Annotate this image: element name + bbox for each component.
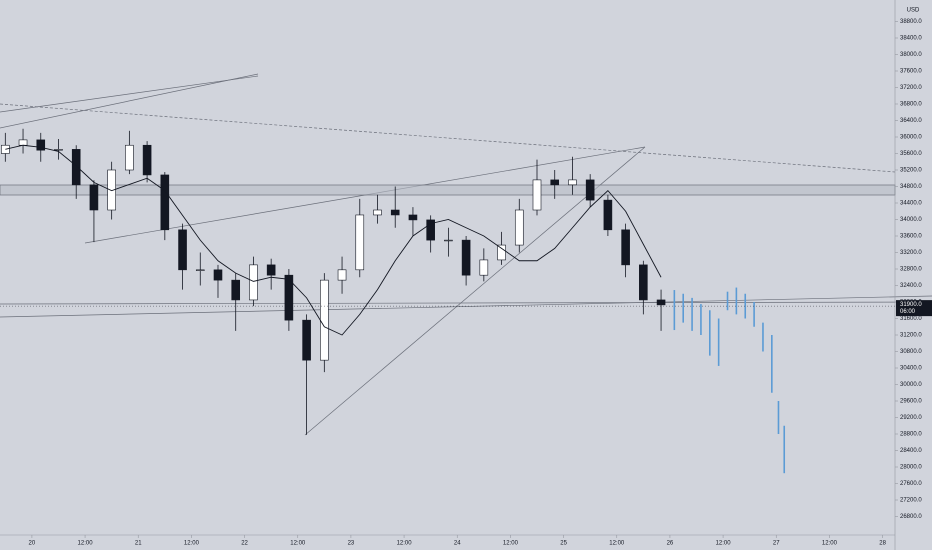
y-tick-label: 35600.0 (900, 151, 922, 157)
candle-body (373, 209, 382, 216)
candle-body (213, 269, 223, 281)
y-tick-label: 31600.0 (900, 316, 922, 322)
y-tick-label: 34000.0 (900, 217, 922, 223)
y-tick-label: 30000.0 (900, 382, 922, 388)
y-tick-label: 36000.0 (900, 135, 922, 141)
candle-body (54, 149, 63, 151)
candle-body (426, 219, 435, 241)
candle-body (461, 239, 471, 276)
moving-average (5, 144, 662, 336)
x-tick-label: 26 (667, 541, 674, 547)
x-tick-label: 24 (454, 541, 461, 547)
y-tick-label: 38800.0 (900, 19, 922, 25)
x-tick-label: 12:00 (184, 541, 200, 547)
candle-body (497, 244, 506, 261)
y-tick-label: 27600.0 (900, 481, 922, 487)
y-tick-label: 38400.0 (900, 36, 922, 42)
x-tick-label: 12:00 (78, 541, 94, 547)
y-tick-label: 30800.0 (900, 349, 922, 355)
candle-body (231, 279, 241, 301)
candle-body (249, 264, 258, 301)
candle-body (390, 209, 400, 216)
y-tick-label: 32400.0 (900, 283, 922, 289)
x-tick-label: 20 (29, 541, 36, 547)
y-tick-label: 29600.0 (900, 399, 922, 405)
candle-body (408, 214, 418, 221)
candle-body (160, 174, 170, 231)
countdown: 06:00 (900, 309, 916, 315)
x-tick-label: 12:00 (822, 541, 838, 547)
candle-body (1, 144, 10, 154)
last-price-label: 31900.0 (900, 302, 922, 308)
y-tick-label: 37200.0 (900, 85, 922, 91)
y-tick-label: 36400.0 (900, 118, 922, 124)
drawings (0, 73, 932, 436)
x-tick-label: 21 (135, 541, 142, 547)
y-tick-label: 30400.0 (900, 366, 922, 372)
candle-body (585, 179, 595, 201)
candle-body (302, 319, 311, 361)
candle-body (266, 264, 276, 276)
last-price-box (896, 300, 932, 317)
trendline (0, 73, 259, 129)
y-tick-label: 31200.0 (900, 333, 922, 339)
y-tick-label: 32800.0 (900, 267, 922, 273)
y-tick-label: 38000.0 (900, 52, 922, 58)
x-tick-label: 12:00 (397, 541, 413, 547)
candle-body (444, 239, 453, 242)
candle-body (639, 264, 648, 301)
candle-body (514, 209, 524, 246)
y-tick-label: 33200.0 (900, 250, 922, 256)
y-tick-label: 28800.0 (900, 432, 922, 438)
trendline (0, 75, 259, 113)
candle-body (18, 139, 28, 146)
candle-body (320, 279, 329, 361)
y-tick-label: 34800.0 (900, 184, 922, 190)
x-tick-label: 25 (560, 541, 567, 547)
candle-body (656, 299, 666, 306)
x-tick-label: 12:00 (609, 541, 625, 547)
candle-body (107, 169, 116, 211)
candle-body (142, 144, 152, 176)
trendline (0, 301, 932, 305)
candle-body (603, 199, 613, 231)
candle-body (195, 269, 205, 271)
x-tick-label: 12:00 (503, 541, 519, 547)
y-tick-label: 34400.0 (900, 201, 922, 207)
trendline (0, 295, 932, 318)
x-tick-label: 12:00 (290, 541, 306, 547)
y-tick-label: 28000.0 (900, 465, 922, 471)
x-tick-label: 27 (773, 541, 780, 547)
x-tick-label: 22 (241, 541, 248, 547)
y-tick-label: 28400.0 (900, 448, 922, 454)
zone (0, 184, 896, 196)
candle-body (89, 184, 99, 211)
y-tick-label: 33600.0 (900, 234, 922, 240)
x-tick-label: 28 (879, 541, 886, 547)
candle-body (532, 179, 542, 211)
x-tick-label: 12:00 (716, 541, 732, 547)
candle-body (568, 179, 577, 186)
candle-body (36, 139, 46, 151)
dashed-trendline (0, 103, 896, 173)
y-tick-label: 35200.0 (900, 168, 922, 174)
candle-body (550, 179, 560, 186)
y-tick-label: 36800.0 (900, 102, 922, 108)
x-tick-label: 23 (348, 541, 355, 547)
y-tick-label: 26800.0 (900, 514, 922, 520)
candle-body (178, 229, 187, 271)
candle-body (479, 259, 489, 276)
candle-body (284, 274, 294, 321)
candle-body (337, 269, 347, 281)
candle-body (71, 149, 81, 186)
candle-body (125, 144, 134, 171)
y-tick-label: 29200.0 (900, 415, 922, 421)
y-tick-label: 27200.0 (900, 498, 922, 504)
candle-body (355, 214, 365, 271)
candle-body (621, 229, 630, 266)
currency: USD (907, 8, 920, 14)
y-tick-label: 37600.0 (900, 69, 922, 75)
